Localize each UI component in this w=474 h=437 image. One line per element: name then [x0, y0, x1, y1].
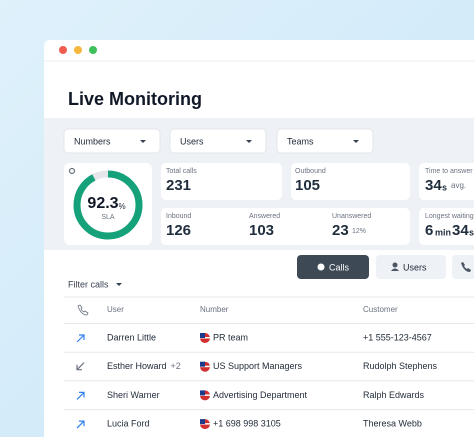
filter-dropdown[interactable] — [276, 128, 374, 154]
stat-unit: s — [469, 227, 474, 237]
stat-value: 6 — [425, 222, 433, 239]
stat-value: 105 — [295, 177, 320, 194]
customer: Rudolph Stephens — [363, 361, 438, 371]
customer: Theresa Webb — [363, 418, 422, 428]
number-name: US Support Managers — [213, 361, 303, 371]
customer: +1 555-123-4567 — [363, 332, 432, 342]
incoming-call-icon — [76, 362, 85, 371]
window-minimize[interactable] — [74, 46, 82, 54]
tab-icon — [461, 262, 471, 272]
tab-icon — [317, 263, 325, 271]
dropdown-caret — [353, 140, 359, 143]
tab-active[interactable] — [297, 255, 369, 279]
us-flag-canton — [200, 390, 205, 396]
outgoing-call-icon — [76, 334, 85, 343]
dropdown-caret — [140, 140, 146, 143]
stat-value: 126 — [166, 222, 191, 239]
tab-label: Calls — [329, 262, 350, 272]
dropdown-caret — [246, 140, 252, 143]
sla-value: 92.3 — [87, 195, 118, 212]
filter-label: Numbers — [74, 136, 111, 146]
customer: Ralph Edwards — [363, 390, 425, 400]
window-maximize[interactable] — [89, 46, 97, 54]
stat-card — [291, 163, 410, 200]
stat-card — [161, 208, 410, 245]
stat-label: Longest waiting — [425, 213, 474, 220]
us-flag-canton — [200, 419, 205, 425]
phone-icon — [77, 304, 89, 316]
stat-card — [419, 163, 474, 200]
stat-value: 23 — [332, 222, 349, 239]
us-flag-canton — [200, 361, 205, 367]
filter-dropdown[interactable] — [63, 128, 161, 154]
settings-icon[interactable] — [68, 167, 76, 175]
user-extra: +2 — [171, 361, 181, 371]
sla-unit: % — [118, 202, 125, 211]
user-name: Darren Little — [107, 332, 156, 342]
stat-unit: s — [442, 182, 447, 192]
stat-value: 103 — [249, 222, 274, 239]
outgoing-call-icon — [76, 420, 85, 429]
user-name: Esther Howard — [107, 361, 167, 371]
stat-percent: 12% — [352, 228, 366, 235]
window-close[interactable] — [59, 46, 67, 54]
stat-suffix: avg. — [451, 181, 466, 190]
stat-label: Inbound — [166, 213, 191, 220]
filter-calls[interactable]: Filter calls — [68, 279, 109, 289]
stat-card — [419, 208, 474, 245]
sla-label: SLA — [101, 214, 115, 221]
user-name: Sheri Warner — [107, 390, 160, 400]
stat-unit: min — [435, 227, 451, 237]
stat-value: 231 — [166, 177, 191, 194]
filter-label: Teams — [287, 136, 314, 146]
tab-icon — [392, 262, 398, 268]
us-flag-canton — [200, 333, 205, 338]
user-name: Lucia Ford — [107, 418, 150, 428]
stat-label: Answered — [249, 213, 280, 220]
column-header: Number — [200, 305, 229, 314]
filter-label: Users — [180, 136, 204, 146]
stat-label: Total calls — [166, 168, 197, 175]
column-header: User — [107, 305, 124, 314]
dropdown-caret — [116, 283, 122, 286]
tab-icon — [391, 268, 399, 271]
number-name: Advertising Department — [213, 390, 308, 400]
outgoing-call-icon — [76, 391, 85, 400]
stat-label: Unanswered — [332, 213, 371, 220]
filter-dropdown[interactable] — [169, 128, 267, 154]
number-name: +1 698 998 3105 — [213, 418, 281, 428]
tab[interactable] — [376, 255, 446, 279]
tab-label: Users — [403, 262, 427, 272]
stat-value: 34 — [452, 222, 469, 239]
stat-label: Time to answer — [425, 168, 473, 175]
stat-label: Outbound — [295, 168, 326, 175]
stat-value: 34 — [425, 177, 442, 194]
page-title: Live Monitoring — [68, 89, 202, 109]
gauge-arc — [73, 170, 143, 240]
column-header: Customer — [363, 305, 398, 314]
number-name: PR team — [213, 332, 248, 342]
stat-card — [161, 163, 282, 200]
